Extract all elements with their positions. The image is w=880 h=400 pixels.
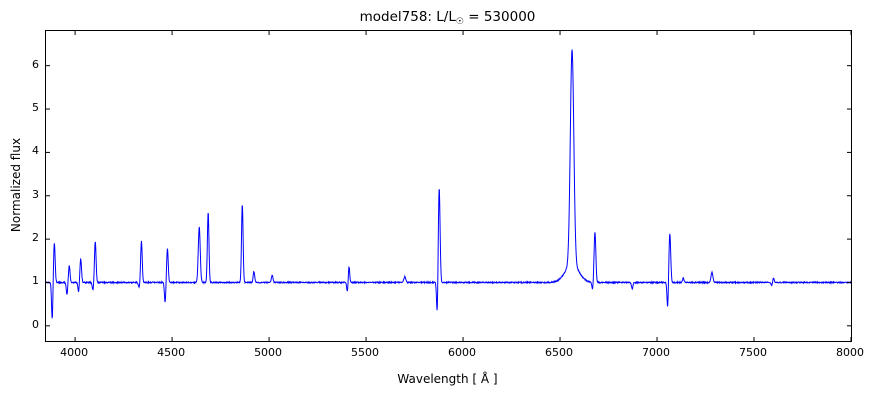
x-tick-label: 6000 [448,346,477,359]
chart-title: model758: L/L☉ = 530000 [45,9,850,27]
plot-area [45,30,852,342]
x-tick-label: 5500 [351,346,380,359]
plot-canvas [46,31,851,341]
spectrum-line [46,49,851,319]
y-tick-label: 3 [32,187,39,201]
title-prefix: model758: L/L [359,9,456,25]
x-tick-label: 7500 [739,346,767,359]
y-tick-label: 6 [32,57,39,71]
y-tick-label: 0 [32,317,39,331]
y-tick-label: 4 [32,144,39,158]
x-tick-label: 7000 [642,346,671,359]
x-tick-label: 4500 [157,346,186,359]
x-tick-label: 5000 [254,346,283,359]
title-suffix: = 530000 [463,9,536,25]
x-axis-label: Wavelength [ Å ] [397,372,498,386]
x-tick-label: 8000 [836,346,864,359]
x-tick-label: 4000 [60,346,89,359]
x-tick-label: 6500 [545,346,574,359]
y-tick-label: 5 [32,101,39,115]
y-tick-label: 2 [32,231,39,245]
y-tick-label: 1 [32,274,39,288]
sun-symbol: ☉ [455,17,464,27]
